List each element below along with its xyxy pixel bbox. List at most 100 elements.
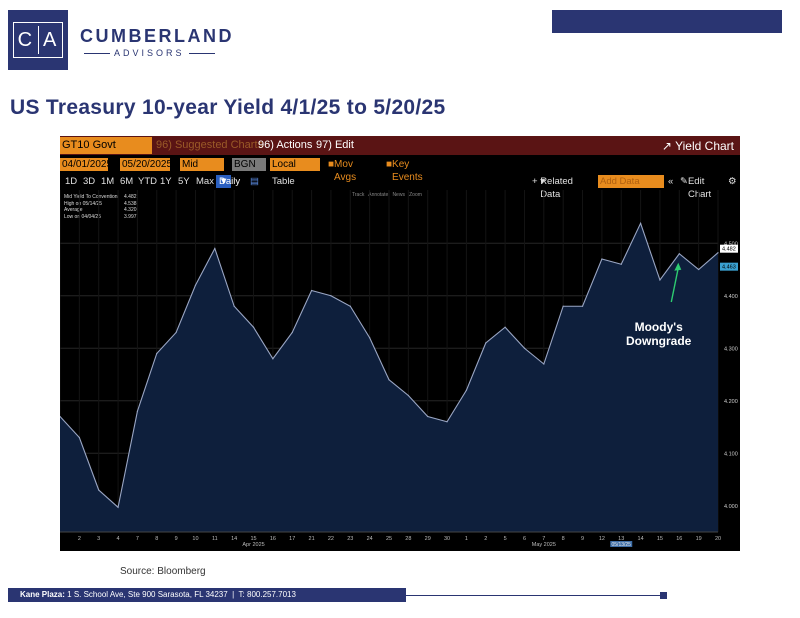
data-point bbox=[156, 352, 158, 355]
y-tick-label: 4.200 bbox=[724, 399, 738, 405]
data-point bbox=[252, 326, 255, 328]
suggested-charts-menu[interactable]: 96) Suggested Charts bbox=[156, 139, 264, 151]
x-tick-label: 5 bbox=[504, 536, 507, 542]
period-1y[interactable]: 1Y bbox=[160, 176, 172, 187]
data-point bbox=[330, 295, 332, 297]
footer-address: 1 S. School Ave, Ste 900 Sarasota, FL 34… bbox=[67, 590, 228, 599]
period-1m[interactable]: 1M bbox=[101, 176, 115, 187]
edit-menu[interactable]: 97) Edit bbox=[316, 139, 354, 151]
footer-square bbox=[660, 592, 667, 599]
chart-type-icon[interactable]: ▤ bbox=[250, 176, 259, 187]
x-tick-label: 22 bbox=[328, 536, 334, 542]
x-tick-label: 6 bbox=[523, 536, 526, 542]
y-tick-label: 4.500 bbox=[724, 241, 738, 247]
key-events-label: Key Events bbox=[392, 159, 423, 183]
y-tick-label: 4.400 bbox=[724, 294, 738, 300]
data-point bbox=[543, 363, 545, 365]
source-select[interactable]: BGN bbox=[232, 158, 266, 171]
x-tick-label: 10 bbox=[192, 536, 198, 542]
x-tick-label: 25 bbox=[386, 536, 392, 542]
terminal-params: 04/01/2025 05/20/2025 Mid YTW BGN Local … bbox=[60, 158, 740, 183]
edit-chart-button[interactable]: ✎ Edit Chart bbox=[680, 176, 712, 200]
data-point bbox=[485, 342, 487, 344]
source-note: Source: Bloomberg bbox=[120, 566, 206, 577]
legend-label: Average bbox=[64, 207, 83, 213]
x-tick-label: 20 bbox=[715, 536, 721, 542]
settings-gear-icon[interactable]: ⚙ bbox=[728, 176, 737, 187]
footer-line bbox=[406, 595, 660, 596]
x-tick-label: 14 bbox=[231, 536, 237, 542]
period-6m[interactable]: 6M bbox=[120, 176, 134, 187]
zoom-tool[interactable]: Zoom bbox=[409, 192, 422, 198]
start-date-field[interactable]: 04/01/2025 bbox=[60, 158, 113, 171]
data-point bbox=[369, 337, 371, 339]
data-point bbox=[427, 415, 429, 418]
data-point bbox=[98, 489, 100, 491]
data-point bbox=[175, 331, 177, 334]
highlight-tick-box bbox=[610, 541, 633, 547]
annotate-tool[interactable]: Annotate bbox=[368, 192, 389, 198]
annotation-arrowhead bbox=[674, 262, 682, 271]
data-point bbox=[659, 279, 661, 281]
actions-menu[interactable]: 96) Actions bbox=[258, 139, 313, 151]
x-tick-label: 17 bbox=[289, 536, 295, 542]
data-point bbox=[78, 436, 80, 439]
period-5y[interactable]: 5Y bbox=[178, 176, 190, 187]
period-ytd[interactable]: YTD bbox=[138, 176, 157, 187]
period-3d[interactable]: 3D bbox=[83, 176, 96, 187]
legend-value: 4.320 bbox=[124, 207, 137, 213]
data-point bbox=[523, 347, 526, 349]
add-data-input[interactable]: Add Data bbox=[598, 175, 664, 188]
field-select[interactable]: Mid YTW bbox=[180, 158, 224, 183]
logo-letter-c: C bbox=[17, 28, 35, 51]
related-data-menu[interactable]: + Related Data ▾ bbox=[532, 176, 573, 200]
data-point bbox=[678, 253, 680, 255]
table-button[interactable]: Table bbox=[272, 176, 295, 187]
edit-chart-label: Edit Chart bbox=[687, 176, 712, 200]
x-tick-label: 9 bbox=[175, 536, 178, 542]
price-tag bbox=[720, 244, 738, 253]
x-tick-label: 1 bbox=[465, 536, 468, 542]
period-bar: 1D 3D 1M 6M YTD 1Y 5Y Max Daily ▼ ▤ Tabl… bbox=[60, 175, 740, 200]
x-tick-label: 21 bbox=[309, 536, 315, 542]
x-tick-label: 29 bbox=[425, 536, 431, 542]
highlight-tick-label: 05/13/25 bbox=[612, 542, 632, 548]
chart-legend: Mid Yield To Convention 4.482 High on 05/… bbox=[64, 194, 137, 220]
data-point bbox=[233, 305, 235, 307]
x-tick-label: 19 bbox=[696, 536, 702, 542]
ticker-field[interactable]: GT10 Govt bbox=[60, 137, 152, 154]
key-events-toggle[interactable]: ■ Key Events bbox=[386, 159, 423, 183]
logo: C A bbox=[8, 10, 68, 70]
price-tag-label: 4.482 bbox=[722, 247, 736, 253]
logo-mark: C A bbox=[13, 22, 63, 58]
x-tick-label: 14 bbox=[638, 536, 644, 542]
x-tick-label: 13 bbox=[618, 536, 624, 542]
data-point bbox=[60, 415, 61, 418]
annotation-line2: Downgrade bbox=[626, 334, 692, 348]
news-tool[interactable]: News bbox=[392, 192, 405, 198]
brand: CUMBERLAND ADVISORS bbox=[80, 26, 234, 58]
data-point bbox=[407, 394, 409, 397]
footer-place: Kane Plaza: bbox=[20, 590, 65, 599]
frequency-select[interactable]: Daily ▼ bbox=[216, 175, 240, 188]
mov-avgs-toggle[interactable]: ■ Mov Avgs bbox=[328, 159, 357, 183]
legend-value: 4.482 bbox=[124, 194, 137, 200]
x-tick-label: 7 bbox=[542, 536, 545, 542]
data-point bbox=[620, 263, 622, 265]
legend-label: Low on 04/04/25 bbox=[64, 213, 101, 220]
x-tick-label: 2 bbox=[484, 536, 487, 542]
related-data-label: Related Data bbox=[540, 176, 573, 200]
currency-select[interactable]: Local CCY bbox=[270, 158, 320, 183]
x-tick-label: 16 bbox=[676, 536, 682, 542]
track-tool[interactable]: Track bbox=[352, 192, 365, 198]
yield-chart-button[interactable]: ↗ Yield Chart bbox=[661, 139, 734, 153]
period-1d[interactable]: 1D bbox=[65, 176, 78, 187]
x-tick-label: 16 bbox=[270, 536, 276, 542]
period-max[interactable]: Max bbox=[196, 176, 214, 187]
x-tick-label: 3 bbox=[97, 536, 100, 542]
data-point bbox=[446, 421, 448, 423]
collapse-icon[interactable]: « bbox=[668, 176, 674, 187]
data-point bbox=[581, 305, 584, 307]
end-date-field[interactable]: 05/20/2025 bbox=[120, 158, 173, 171]
